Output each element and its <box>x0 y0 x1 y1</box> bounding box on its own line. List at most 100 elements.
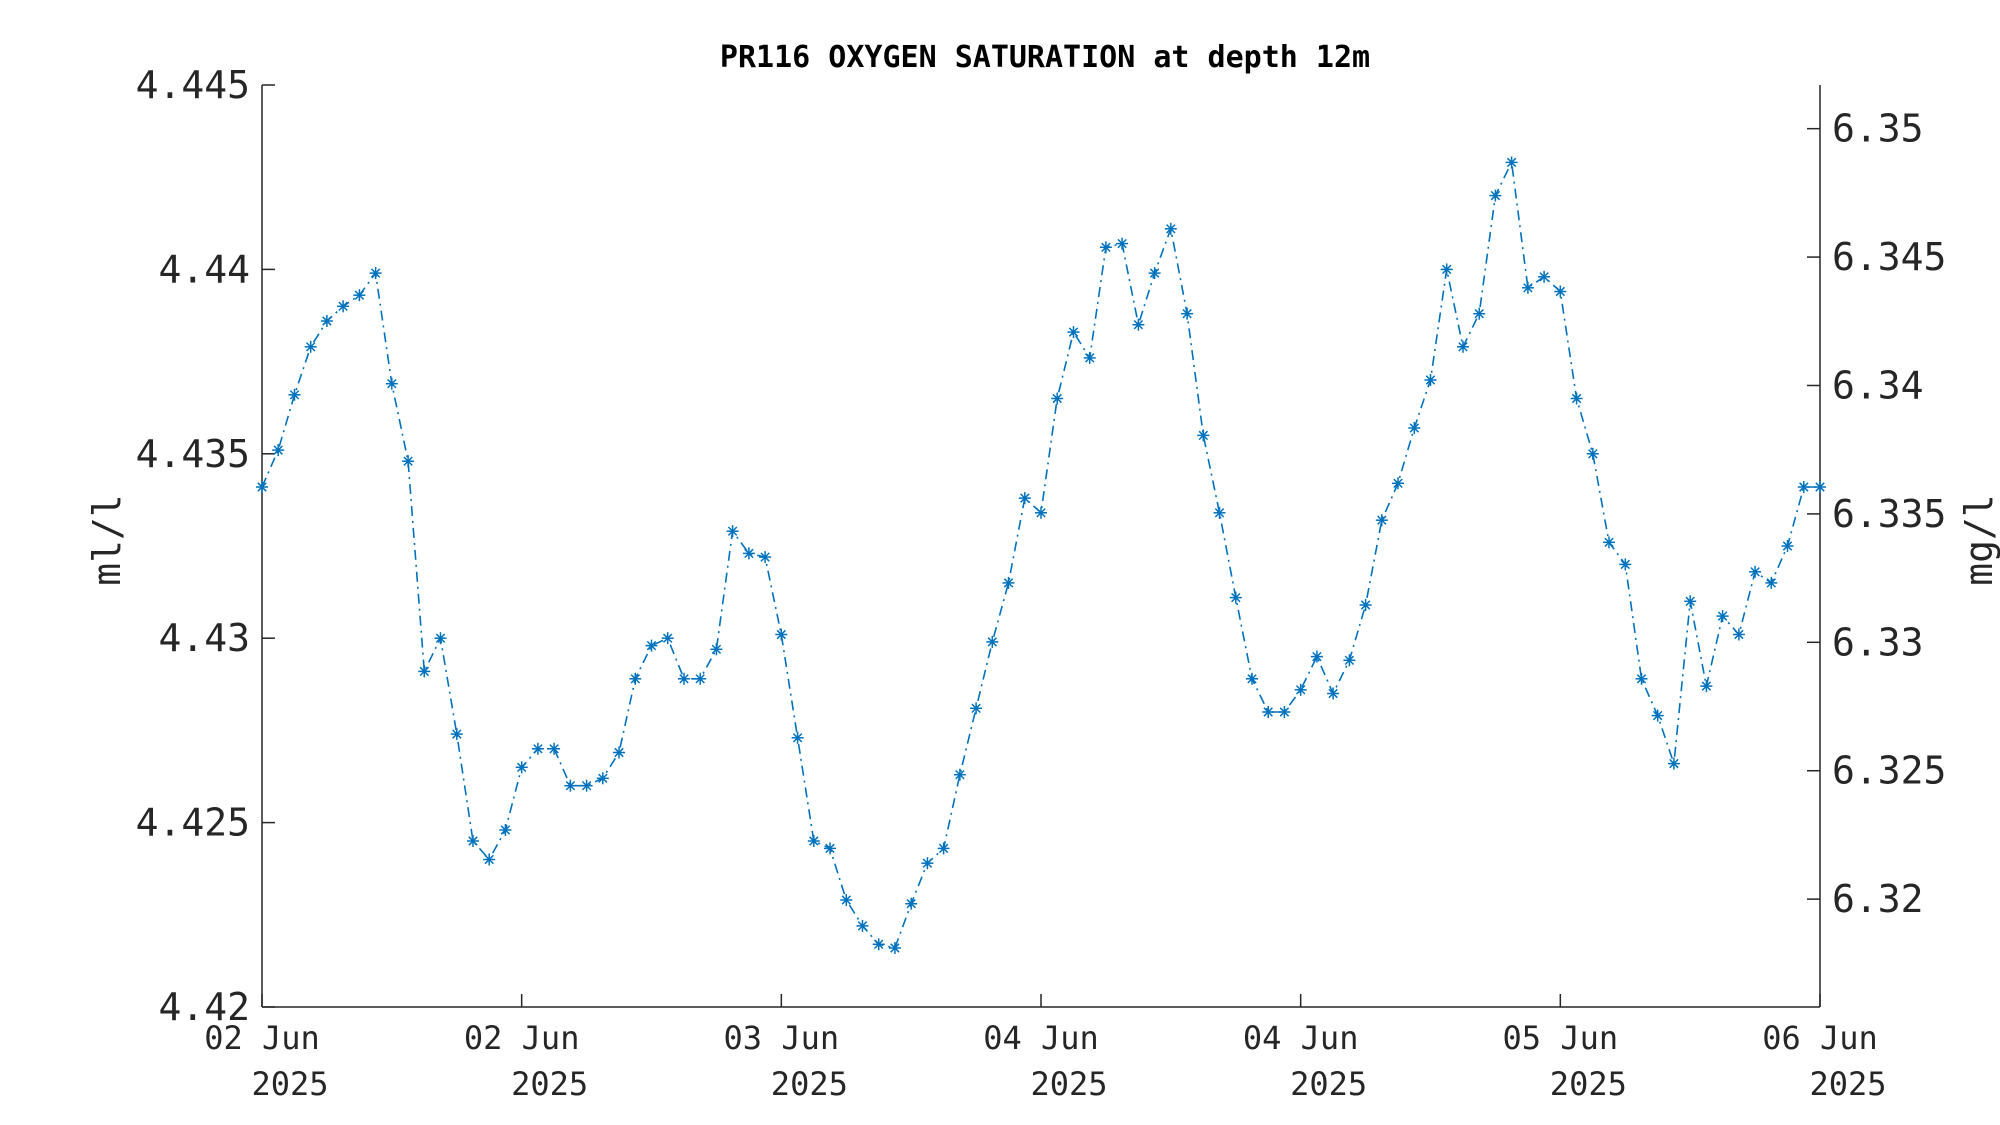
data-point <box>353 289 366 302</box>
data-point <box>645 639 658 652</box>
data-point <box>1651 709 1664 722</box>
data-point <box>531 742 544 755</box>
data-point <box>1392 477 1404 490</box>
left-y-tick-label: 4.425 <box>136 801 250 845</box>
data-point <box>1083 351 1096 364</box>
data-point <box>1521 281 1534 294</box>
x-tick-label-date: 06 Jun <box>1762 1019 1878 1057</box>
x-tick-label-year: 2025 <box>251 1065 328 1103</box>
data-point <box>1603 536 1615 549</box>
data-point <box>1586 447 1599 460</box>
data-point <box>986 635 999 648</box>
data-point <box>596 772 609 785</box>
data-point <box>1197 429 1210 442</box>
data-point <box>1018 492 1031 505</box>
data-point <box>678 672 690 685</box>
data-point <box>807 835 820 847</box>
x-tick-label-year: 2025 <box>1030 1065 1107 1103</box>
data-point <box>921 857 934 870</box>
data-point <box>1164 222 1177 235</box>
right-y-tick-label: 6.35 <box>1832 107 1924 151</box>
data-point <box>1716 610 1729 623</box>
data-point <box>613 746 625 759</box>
data-point <box>1002 576 1015 589</box>
data-point <box>1814 481 1826 493</box>
data-point <box>1570 392 1583 405</box>
data-point <box>1554 285 1567 298</box>
left-y-tick-label: 4.44 <box>158 247 250 291</box>
right-y-tick-label: 6.33 <box>1832 620 1924 664</box>
data-point <box>840 894 853 906</box>
right-y-tick-label: 6.345 <box>1832 235 1946 279</box>
data-point <box>1749 565 1762 578</box>
data-point <box>1457 340 1469 353</box>
x-tick-label-date: 04 Jun <box>1243 1019 1359 1057</box>
x-tick-label-year: 2025 <box>511 1065 588 1103</box>
data-point <box>1051 392 1064 405</box>
x-tick-label-year: 2025 <box>771 1065 848 1103</box>
x-tick-label-year: 2025 <box>1550 1065 1627 1103</box>
data-series <box>256 156 1826 954</box>
chart-title: PR116 OXYGEN SATURATION at depth 12m <box>720 40 1370 75</box>
data-point <box>1116 237 1129 250</box>
data-point <box>775 628 788 641</box>
data-point <box>580 779 593 792</box>
data-point <box>483 853 496 866</box>
data-point <box>304 340 317 353</box>
right-y-axis-label: mg/l <box>1957 494 2000 586</box>
data-point <box>1408 422 1421 434</box>
data-point <box>272 444 285 457</box>
data-point <box>1229 591 1242 604</box>
data-point <box>320 315 333 327</box>
right-y-tick-label: 6.34 <box>1832 363 1924 407</box>
data-point <box>1148 267 1161 280</box>
data-point <box>1213 506 1226 519</box>
x-tick-label-date: 05 Jun <box>1503 1019 1619 1057</box>
x-tick-label-year: 2025 <box>1290 1065 1367 1103</box>
data-point <box>726 525 739 538</box>
data-point <box>742 547 755 560</box>
data-point <box>1132 318 1145 331</box>
data-point <box>564 779 577 792</box>
data-point <box>1424 374 1437 386</box>
data-point <box>629 672 642 685</box>
data-point <box>1781 540 1794 552</box>
left-y-tick-label: 4.445 <box>136 63 250 107</box>
data-point <box>1473 307 1486 320</box>
data-point <box>1375 514 1388 527</box>
data-point <box>515 761 528 774</box>
data-point <box>450 728 463 741</box>
data-point <box>872 938 885 951</box>
data-point <box>905 897 918 910</box>
right-y-tick-label: 6.32 <box>1832 877 1924 921</box>
data-point <box>1246 672 1258 685</box>
data-point <box>1505 156 1518 169</box>
data-point <box>1489 189 1502 202</box>
right-y-ticks: 6.32 6.325 6.33 6.335 6.34 6.345 6.35 <box>1807 107 1946 921</box>
data-point <box>1765 576 1778 589</box>
data-point <box>710 643 723 656</box>
data-point <box>1343 654 1356 667</box>
data-point <box>1294 683 1307 696</box>
data-point <box>499 824 512 836</box>
data-point <box>1797 481 1810 493</box>
data-point <box>434 632 447 645</box>
x-tick-label-date: 04 Jun <box>983 1019 1099 1057</box>
data-point <box>1278 706 1291 718</box>
data-point <box>369 267 382 280</box>
left-y-tick-label: 4.42 <box>158 985 250 1029</box>
data-point <box>548 742 561 755</box>
x-tick-label-date: 02 Jun <box>464 1019 580 1057</box>
left-y-axis-label: ml/l <box>85 494 129 586</box>
x-tick-label-date: 02 Jun <box>204 1019 320 1057</box>
data-point <box>1732 628 1745 641</box>
data-point <box>937 842 950 855</box>
data-point <box>1635 672 1648 685</box>
left-y-ticks: 4.42 4.425 4.43 4.435 4.44 4.445 <box>136 63 275 1029</box>
right-y-tick-label: 6.325 <box>1832 749 1946 793</box>
data-point <box>888 942 901 954</box>
data-point <box>1327 687 1340 700</box>
data-point <box>694 672 707 685</box>
